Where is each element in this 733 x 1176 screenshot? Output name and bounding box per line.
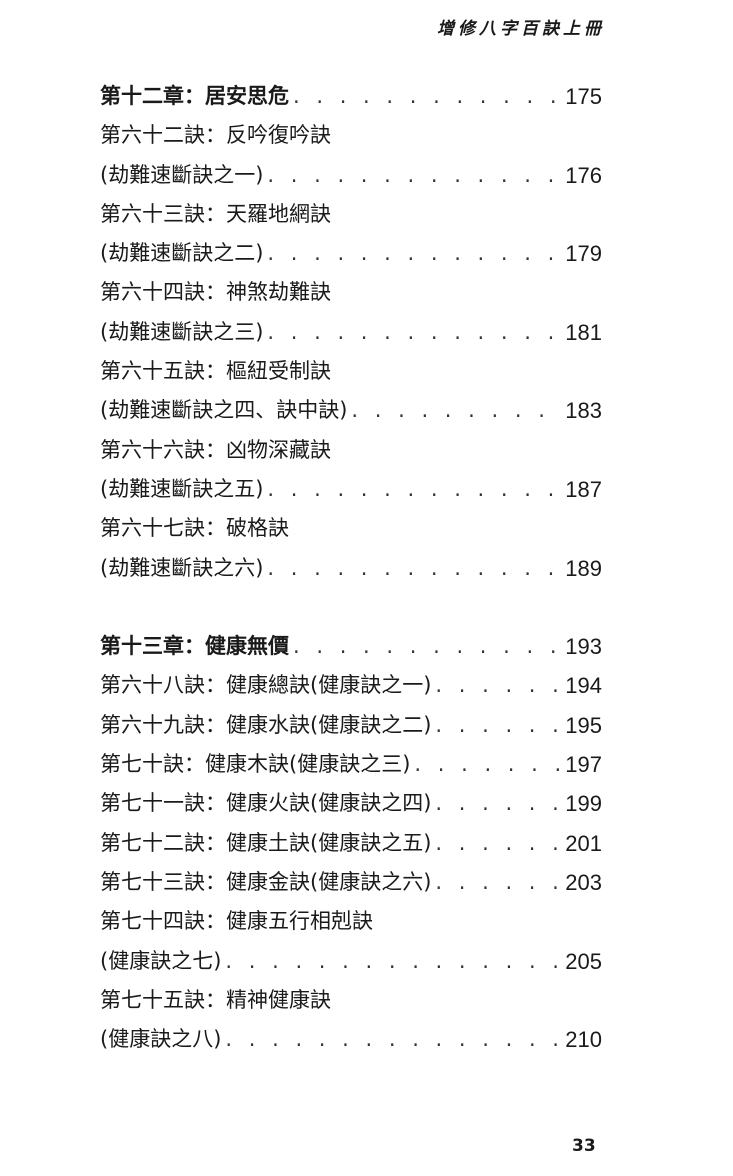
dot-leader	[435, 824, 561, 863]
dot-leader	[435, 863, 561, 902]
entry-title: 第六十三訣：天羅地網訣	[100, 201, 331, 226]
toc-entry: 第七十三訣：健康金訣(健康訣之六) 203	[100, 863, 602, 902]
chapter-heading: 第十三章：健康無價 193	[100, 627, 602, 666]
entry-title: (劫難速斷訣之二)	[100, 241, 264, 266]
toc-section: 第十二章：居安思危 175 第六十二訣：反吟復吟訣 (劫難速斷訣之一) 176 第六十三訣…	[100, 77, 602, 588]
dot-leader	[267, 470, 561, 509]
entry-title: 第六十二訣：反吟復吟訣	[100, 123, 331, 148]
toc-entry: 第六十八訣：健康總訣(健康訣之一) 194	[100, 666, 602, 705]
entry-title: (劫難速斷訣之五)	[100, 476, 264, 501]
toc-entry: 第六十四訣：神煞劫難訣	[100, 273, 602, 312]
entry-page-number: 175	[565, 84, 602, 109]
toc-entry: (劫難速斷訣之六) 189	[100, 549, 602, 588]
toc-entry: 第六十九訣：健康水訣(健康訣之二) 195	[100, 706, 602, 745]
toc-entry: (劫難速斷訣之三) 181	[100, 313, 602, 352]
entry-title: 第十三章：健康無價	[100, 634, 289, 659]
entry-page-number: 203	[565, 869, 602, 895]
entry-page-number: 181	[565, 319, 602, 345]
entry-page-number: 183	[565, 398, 602, 424]
dot-leader	[267, 313, 561, 352]
page-number: 33	[572, 1136, 596, 1156]
entry-page-number: 201	[565, 830, 602, 856]
toc-entry: 第七十一訣：健康火訣(健康訣之四) 199	[100, 784, 602, 823]
entry-title: 第七十一訣：健康火訣(健康訣之四)	[100, 791, 432, 816]
entry-title: 第六十五訣：樞紐受制訣	[100, 359, 331, 384]
entry-title: 第七十訣：健康木訣(健康訣之三)	[100, 752, 411, 777]
entry-page-number: 194	[565, 673, 602, 699]
entry-title: 第七十三訣：健康金訣(健康訣之六)	[100, 869, 432, 894]
entry-page-number: 179	[565, 241, 602, 267]
entry-title: (劫難速斷訣之六)	[100, 555, 264, 580]
entry-page-number: 176	[565, 162, 602, 188]
chapter-heading: 第十二章：居安思危 175	[100, 77, 602, 116]
entry-page-number: 195	[565, 712, 602, 738]
entry-title: 第七十二訣：健康土訣(健康訣之五)	[100, 830, 432, 855]
toc-entry: (劫難速斷訣之四、訣中訣) 183	[100, 391, 602, 430]
entry-title: 第六十四訣：神煞劫難訣	[100, 280, 331, 305]
entry-page-number: 193	[565, 634, 602, 660]
entry-page-number: 189	[565, 555, 602, 581]
dot-leader	[267, 549, 561, 588]
entry-title: (健康訣之七)	[100, 948, 222, 973]
entry-title: 第六十九訣：健康水訣(健康訣之二)	[100, 712, 432, 737]
dot-leader	[267, 234, 561, 273]
toc-entry: 第六十二訣：反吟復吟訣	[100, 116, 602, 155]
entry-page-number: 197	[565, 752, 602, 778]
entry-page-number: 199	[565, 791, 602, 817]
dot-leader	[225, 1020, 561, 1059]
dot-leader	[435, 666, 561, 705]
toc-entry: 第六十五訣：樞紐受制訣	[100, 352, 602, 391]
toc-section: 第十三章：健康無價 193 第六十八訣：健康總訣(健康訣之一) 194 第六十九訣：健康…	[100, 627, 602, 1059]
toc-entry: 第六十六訣：凶物深藏訣	[100, 431, 602, 470]
entry-title: 第六十八訣：健康總訣(健康訣之一)	[100, 673, 432, 698]
dot-leader	[225, 942, 561, 981]
running-head: 增修八字百訣上冊	[437, 19, 605, 39]
toc-entry: 第六十三訣：天羅地網訣	[100, 195, 602, 234]
entry-page-number: 210	[565, 1027, 602, 1053]
entry-title: 第七十五訣：精神健康訣	[100, 987, 331, 1012]
toc-entry: 第六十七訣：破格訣	[100, 509, 602, 548]
entry-title: 第七十四訣：健康五行相剋訣	[100, 909, 373, 934]
toc-entry: (劫難速斷訣之二) 179	[100, 234, 602, 273]
entry-title: (劫難速斷訣之一)	[100, 162, 264, 187]
entry-title: 第六十七訣：破格訣	[100, 516, 289, 541]
dot-leader	[293, 77, 561, 116]
toc-entry: 第七十四訣：健康五行相剋訣	[100, 902, 602, 941]
entry-title: 第六十六訣：凶物深藏訣	[100, 437, 331, 462]
toc-entry: (劫難速斷訣之五) 187	[100, 470, 602, 509]
toc-entry: 第七十二訣：健康土訣(健康訣之五) 201	[100, 824, 602, 863]
toc-entry: (健康訣之八) 210	[100, 1020, 602, 1059]
entry-page-number: 205	[565, 948, 602, 974]
table-of-contents: 第十二章：居安思危 175 第六十二訣：反吟復吟訣 (劫難速斷訣之一) 176 第六十三訣…	[100, 77, 602, 1099]
entry-title: 第十二章：居安思危	[100, 84, 289, 108]
dot-leader	[293, 627, 561, 666]
toc-entry: (劫難速斷訣之一) 176	[100, 156, 602, 195]
dot-leader	[267, 156, 561, 195]
dot-leader	[435, 784, 561, 823]
entry-page-number: 187	[565, 476, 602, 502]
dot-leader	[414, 745, 561, 784]
toc-entry: 第七十五訣：精神健康訣	[100, 981, 602, 1020]
dot-leader	[351, 391, 561, 430]
dot-leader	[435, 706, 561, 745]
entry-title: (健康訣之八)	[100, 1027, 222, 1052]
entry-title: (劫難速斷訣之三)	[100, 319, 264, 344]
toc-entry: 第七十訣：健康木訣(健康訣之三) 197	[100, 745, 602, 784]
toc-entry: (健康訣之七) 205	[100, 942, 602, 981]
entry-title: (劫難速斷訣之四、訣中訣)	[100, 398, 348, 423]
